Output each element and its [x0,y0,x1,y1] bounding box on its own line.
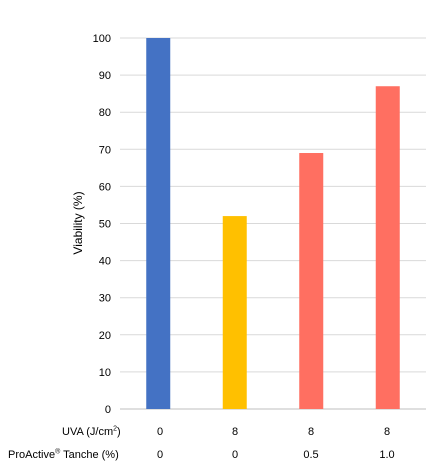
y-tick-label-40: 40 [99,256,111,268]
proactive-label-text: ProActive [8,449,56,461]
proactive-value-2: 0 [231,449,239,461]
y-tick-label-0: 0 [105,404,111,416]
y-tick-label-70: 70 [99,144,111,156]
y-tick-label-10: 10 [99,367,111,379]
uva-value-4: 8 [383,426,391,438]
uva-value-3: 8 [307,426,315,438]
gridlines [120,37,426,410]
y-tick-label-90: 90 [99,70,111,82]
uva-label-text: UVA (J/cm [62,426,114,438]
bar-3 [299,153,324,409]
uva-label-sup: 2 [113,425,118,433]
y-axis-label: Viability (%) [71,191,85,254]
bar-1 [146,38,171,409]
y-tick-label-30: 30 [99,293,111,305]
proactive-value-3: 0.5 [303,449,319,461]
y-tick-label-60: 60 [99,181,111,193]
bars [146,38,400,409]
y-tick-label-80: 80 [99,107,111,119]
proactive-row-label: ProActive® Tanche (%) [8,448,119,461]
proactive-label-suffix: Tanche (%) [60,449,119,461]
proactive-label-sup: ® [55,448,61,456]
bar-2 [222,216,247,409]
proactive-value-1: 0 [156,449,164,461]
proactive-value-4: 1.0 [379,449,395,461]
y-tick-labels: 0 10 20 30 40 50 60 70 80 90 100 [93,33,111,416]
y-tick-label-50: 50 [99,219,111,231]
uva-label-suffix: ) [117,426,121,438]
uva-value-1: 0 [156,426,164,438]
y-tick-label-100: 100 [93,33,111,45]
bar-4 [375,86,400,409]
uva-row-label: UVA (J/cm2) [62,425,121,438]
y-tick-label-20: 20 [99,330,111,342]
uva-value-2: 8 [231,426,239,438]
